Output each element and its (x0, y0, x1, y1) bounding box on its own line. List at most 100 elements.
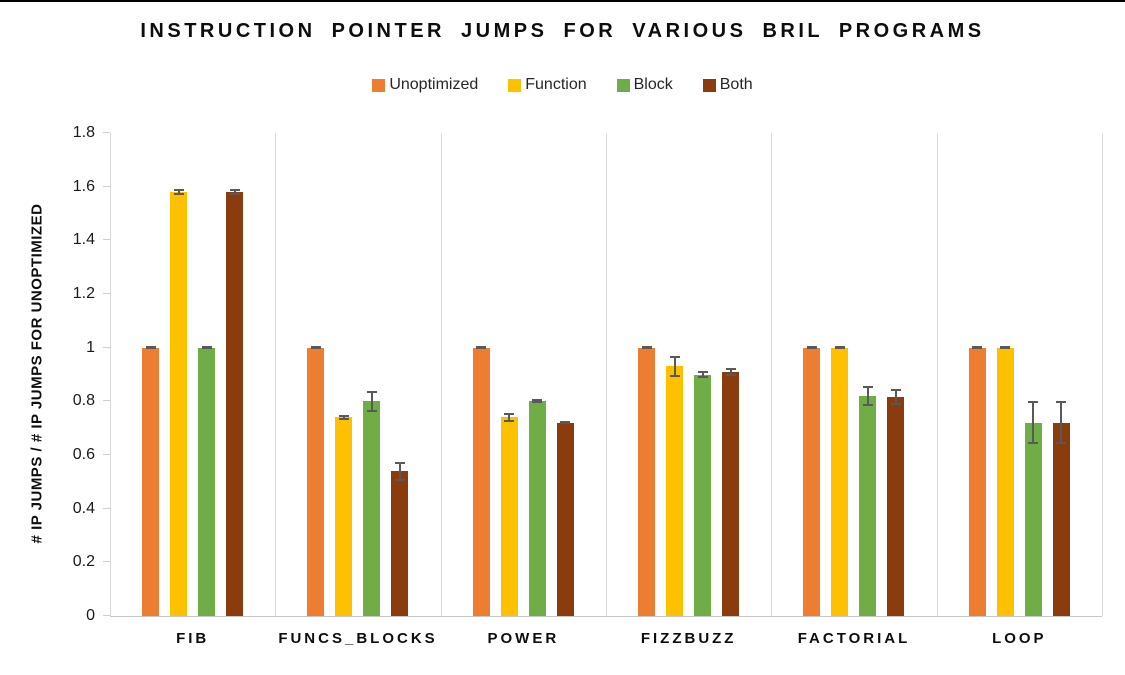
error-bar-line (508, 412, 511, 423)
y-tick-mark (103, 400, 110, 402)
error-bar (1056, 401, 1067, 445)
error-bar (476, 346, 487, 350)
legend-label: Both (719, 76, 753, 93)
y-tick-mark (103, 507, 110, 509)
bar-factorial-block (859, 386, 877, 616)
y-tick-mark (103, 293, 110, 294)
error-bar (532, 399, 543, 404)
bar-funcs-blocks-both (391, 461, 409, 616)
bar-fib-both (226, 188, 244, 616)
x-category-label-fib: FIB (176, 630, 210, 647)
error-bar-line (866, 386, 869, 406)
error-bar (310, 346, 321, 350)
bar-funcs-blocks-function (335, 414, 353, 616)
error-bar (229, 188, 240, 196)
error-bar-cap-top (394, 461, 405, 464)
legend-swatch-block (616, 78, 630, 92)
error-bar-cap-top (697, 371, 708, 374)
error-bar-cap-top (338, 414, 349, 417)
bar-loop-both (1052, 401, 1070, 616)
error-bar-cap-bottom (669, 375, 680, 378)
error-bar-cap-bottom (229, 193, 240, 196)
legend-label: Function (525, 76, 587, 93)
bar-group-power (441, 133, 606, 616)
bar-fizzbuzz-block (694, 371, 712, 616)
error-bar-cap-top (669, 355, 680, 358)
error-bar-cap-top (1000, 346, 1011, 349)
y-tick-label: 1 (86, 338, 95, 356)
window-top-border (0, 0, 1125, 2)
x-category-label-loop: LOOP (992, 630, 1047, 647)
error-bar (697, 371, 708, 378)
error-bar (669, 355, 680, 378)
error-bar-cap-bottom (394, 478, 405, 481)
error-bar-cap-bottom (366, 410, 377, 413)
legend-item-unoptimized: Unoptimized (372, 76, 478, 94)
error-bar-cap-bottom (641, 347, 652, 350)
error-bar-cap-top (834, 346, 845, 349)
bar-loop-block (1024, 401, 1042, 616)
error-bar-cap-bottom (1056, 442, 1067, 445)
bar-group-funcs-blocks (275, 133, 440, 616)
bar-fib-block (198, 346, 216, 616)
error-bar-cap-top (1056, 401, 1067, 404)
y-tick-mark (103, 561, 110, 563)
legend-item-block: Block (616, 76, 673, 94)
legend-item-function: Function (508, 76, 587, 94)
error-bar-line (673, 355, 676, 378)
error-bar-cap-bottom (504, 420, 515, 423)
plot-area: 0 0.2 0.4 0.6 0.8 1 1.2 1.4 1.6 1.8 FIB FUNCS_BLOCK… (73, 124, 1103, 647)
error-bar-cap-bottom (725, 373, 736, 376)
category-separator (440, 133, 442, 616)
error-bar-cap-top (173, 188, 184, 191)
bar-group-fizzbuzz (606, 133, 771, 616)
error-bar-line (536, 399, 539, 404)
error-bar (862, 386, 873, 406)
x-category-label-funcs-blocks: FUNCS_BLOCKS (278, 630, 438, 647)
legend-label: Block (633, 76, 673, 93)
bar-factorial-function (831, 346, 849, 616)
error-bar-line (1032, 401, 1035, 445)
bar-fizzbuzz-function (666, 355, 684, 616)
error-bar (1028, 401, 1039, 445)
error-bar-cap-bottom (560, 422, 571, 425)
bar-fib-unoptimized (142, 346, 160, 616)
error-bar-cap-bottom (145, 347, 156, 350)
error-bar (394, 461, 405, 481)
category-separator (771, 133, 773, 616)
y-tick-mark (103, 346, 110, 348)
error-bar-line (233, 188, 236, 196)
error-bar-cap-bottom (173, 193, 184, 196)
legend: Unoptimized Function Block Both (0, 76, 1125, 94)
y-tick-label: 1.6 (72, 177, 95, 195)
error-bar (725, 367, 736, 376)
y-tick-mark (103, 615, 110, 616)
error-bar-line (894, 389, 897, 406)
error-bar-cap-top (862, 386, 873, 389)
error-bar (366, 390, 377, 413)
error-bar (145, 346, 156, 350)
error-bar-cap-bottom (890, 403, 901, 406)
chart-title: INSTRUCTION POINTER JUMPS FOR VARIOUS BR… (140, 20, 985, 42)
error-bar (806, 346, 817, 350)
x-category-label-fizzbuzz: FIZZBUZZ (640, 630, 737, 647)
error-bar (972, 346, 983, 350)
error-bar-cap-top (229, 188, 240, 191)
error-bar-line (370, 390, 373, 413)
error-bar-cap-top (366, 390, 377, 393)
y-axis-title: # IP JUMPS / # IP JUMPS FOR UNOPTIMIZED (28, 203, 46, 544)
error-bar-cap-bottom (1000, 347, 1011, 350)
legend-swatch-unoptimized (372, 78, 386, 92)
bar-factorial-both (887, 389, 905, 616)
error-bar-cap-bottom (201, 347, 212, 350)
y-tick-label: 0.8 (72, 392, 95, 410)
error-bar-cap-top (890, 389, 901, 392)
error-bar-line (729, 367, 732, 376)
error-bar-cap-top (725, 367, 736, 370)
legend-swatch-function (508, 78, 522, 92)
error-bar-cap-bottom (476, 347, 487, 350)
category-separator (275, 133, 277, 616)
error-bar-cap-bottom (862, 403, 873, 406)
x-category-label-factorial: FACTORIAL (797, 630, 911, 647)
